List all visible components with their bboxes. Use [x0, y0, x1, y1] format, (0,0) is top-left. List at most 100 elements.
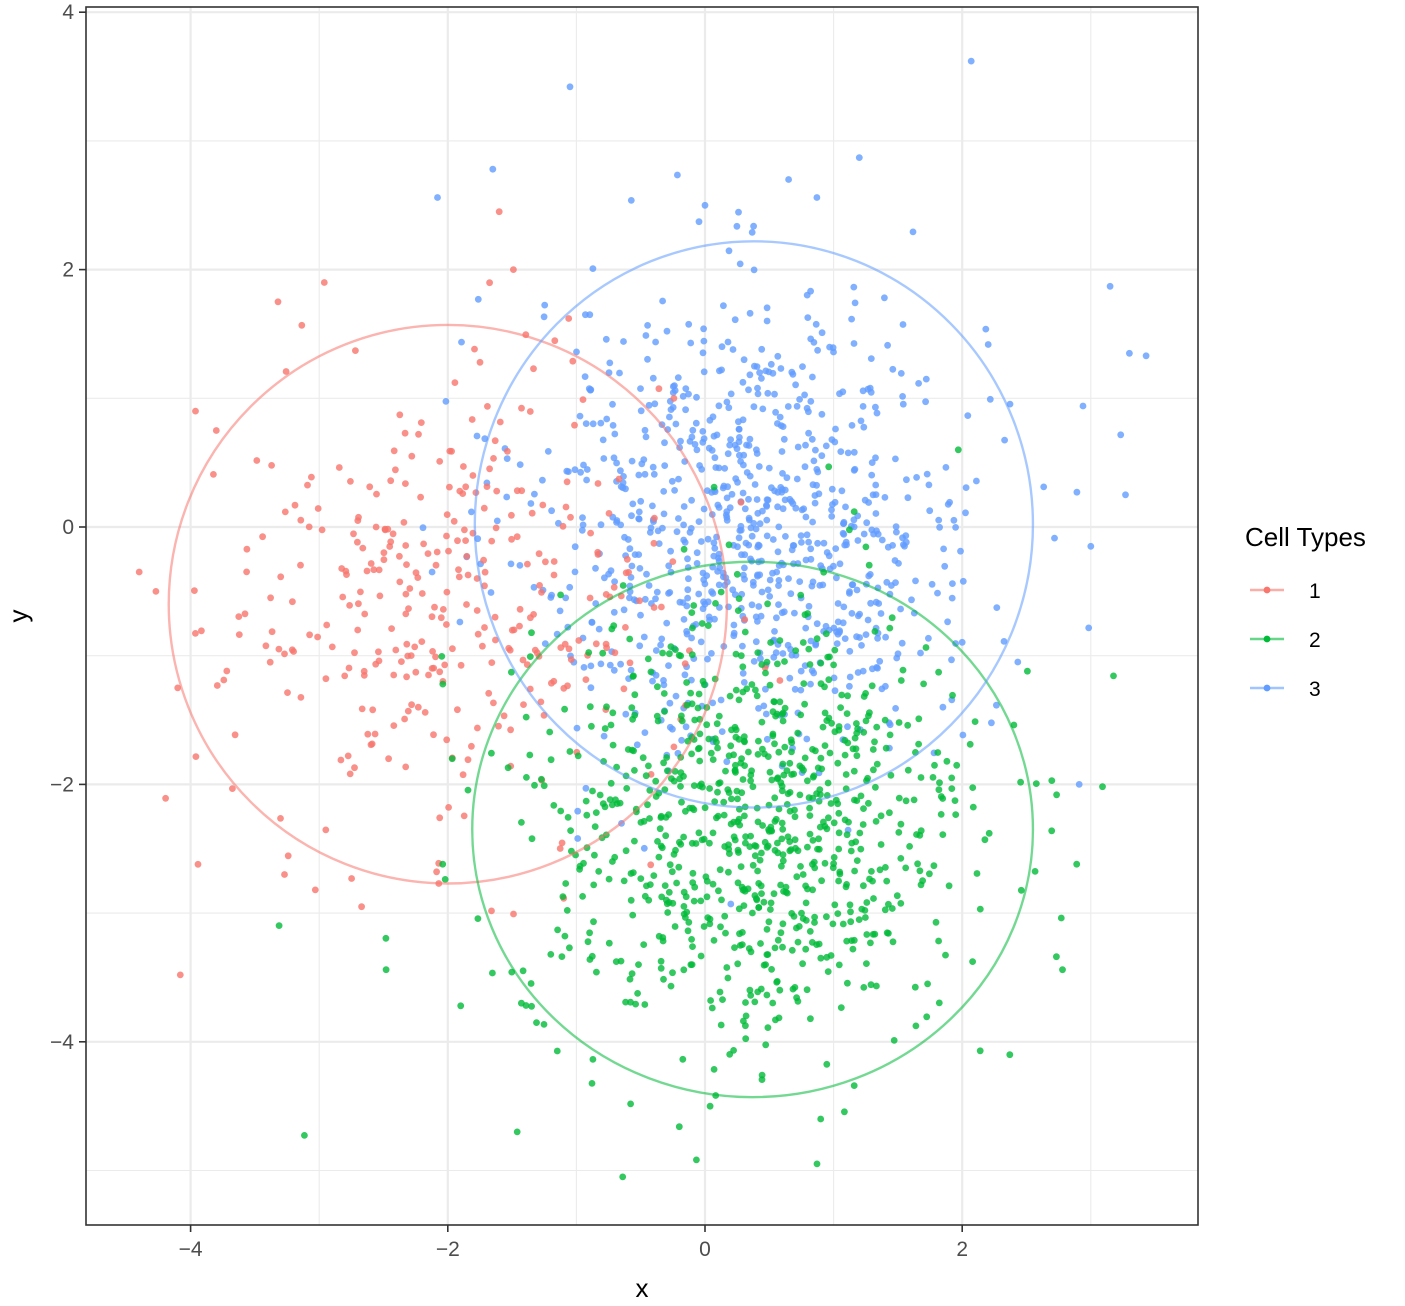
point-series-2	[847, 918, 855, 926]
point-series-2	[886, 809, 893, 817]
point-series-2	[682, 914, 689, 921]
point-series-2	[883, 877, 891, 885]
point-series-2	[652, 777, 660, 785]
point-series-2	[645, 896, 653, 904]
point-series-2	[688, 700, 696, 708]
point-series-2	[904, 766, 912, 774]
point-series-3	[729, 346, 737, 353]
point-series-3	[872, 481, 880, 489]
point-series-3	[846, 673, 854, 681]
point-series-2	[843, 710, 851, 717]
point-series-3	[779, 423, 787, 430]
point-series-3	[789, 370, 797, 378]
point-series-1	[559, 522, 567, 530]
point-series-3	[611, 578, 618, 585]
point-series-2	[937, 811, 945, 818]
point-series-3	[1126, 349, 1133, 357]
point-series-2	[804, 843, 811, 851]
point-series-2	[724, 974, 732, 982]
point-series-3	[774, 352, 782, 360]
point-series-3	[589, 265, 597, 272]
point-series-2	[717, 923, 724, 931]
point-series-2	[774, 936, 782, 944]
point-series-2	[772, 815, 780, 823]
legend-label: 1	[1309, 580, 1321, 603]
point-series-1	[510, 266, 517, 273]
point-series-2	[637, 875, 645, 882]
point-series-2	[685, 918, 693, 926]
point-series-2	[609, 709, 617, 717]
point-series-2	[791, 813, 799, 821]
point-series-2	[781, 658, 788, 665]
point-series-1	[424, 550, 432, 557]
point-series-1	[455, 573, 463, 581]
point-series-2	[722, 767, 729, 775]
point-series-3	[530, 583, 538, 591]
point-series-2	[752, 686, 759, 694]
point-series-3	[673, 528, 681, 536]
point-series-3	[820, 539, 828, 547]
point-series-2	[883, 929, 891, 937]
point-series-2	[576, 865, 583, 873]
point-series-2	[797, 863, 804, 870]
point-series-1	[520, 701, 527, 708]
point-series-2	[764, 600, 771, 608]
point-series-3	[636, 565, 644, 572]
point-series-3	[862, 631, 870, 638]
point-series-1	[567, 656, 575, 663]
point-series-3	[638, 460, 646, 468]
point-series-1	[516, 605, 524, 613]
point-series-1	[404, 707, 412, 715]
point-series-2	[788, 946, 796, 954]
point-series-2	[683, 701, 691, 709]
point-series-3	[755, 463, 763, 470]
point-series-2	[593, 968, 600, 976]
point-series-2	[690, 782, 698, 789]
point-series-3	[1051, 534, 1058, 542]
point-series-2	[688, 651, 696, 659]
point-series-1	[357, 588, 364, 596]
point-series-3	[897, 605, 904, 613]
point-series-2	[747, 992, 755, 999]
point-series-1	[402, 542, 410, 549]
point-series-3	[767, 360, 775, 368]
point-series-3	[763, 516, 771, 524]
point-series-2	[767, 906, 774, 913]
point-series-3	[748, 532, 756, 540]
point-series-1	[385, 755, 392, 763]
point-series-3	[814, 539, 821, 547]
point-series-2	[664, 909, 672, 916]
point-series-2	[794, 938, 802, 946]
point-series-2	[844, 692, 851, 700]
point-series-2	[912, 1022, 920, 1030]
point-series-3	[587, 386, 594, 394]
point-series-2	[742, 833, 749, 841]
point-series-1	[401, 429, 409, 437]
point-series-2	[843, 831, 851, 839]
point-series-2	[843, 937, 851, 945]
point-series-3	[541, 640, 549, 647]
point-series-1	[412, 668, 420, 676]
point-series-3	[672, 692, 680, 700]
point-series-2	[801, 611, 809, 619]
point-series-2	[741, 628, 749, 636]
point-series-1	[192, 407, 199, 415]
point-series-3	[899, 393, 906, 400]
point-series-2	[644, 655, 652, 663]
point-series-2	[557, 591, 564, 599]
point-series-3	[619, 484, 627, 492]
minor-grid	[86, 7, 1198, 1225]
point-series-3	[681, 671, 689, 679]
point-series-1	[284, 852, 292, 860]
point-series-1	[610, 583, 618, 591]
point-series-3	[667, 547, 674, 555]
point-series-3	[942, 464, 950, 471]
point-series-2	[801, 700, 808, 708]
point-series-3	[809, 373, 816, 381]
point-series-2	[836, 868, 844, 876]
point-series-3	[809, 578, 817, 586]
point-series-1	[408, 452, 416, 460]
point-series-3	[735, 208, 742, 216]
point-series-1	[359, 544, 367, 552]
point-series-2	[867, 939, 874, 947]
